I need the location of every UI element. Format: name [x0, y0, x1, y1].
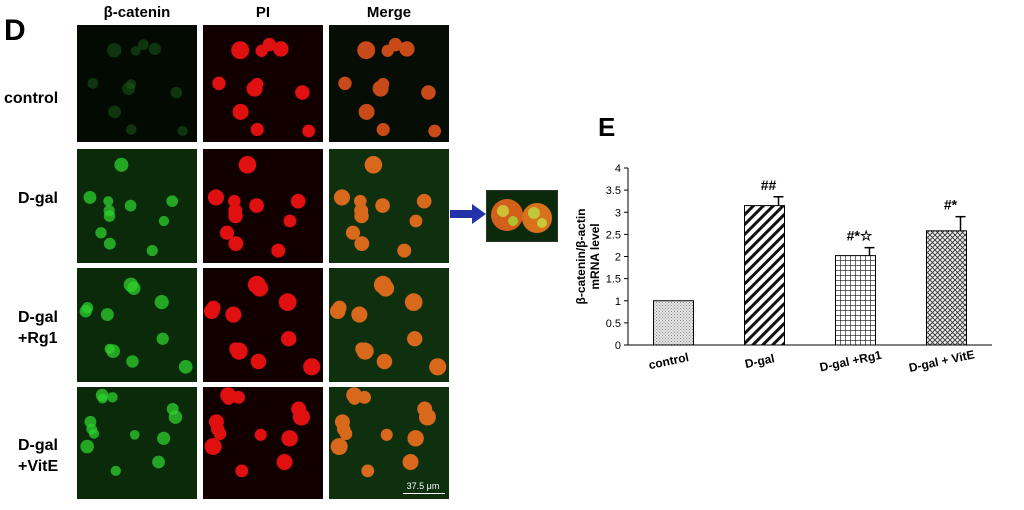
bar-2 [744, 205, 785, 346]
bar-chart: 0 0.5 1 1.5 2 2.5 3 3.5 4 β-catenin/β-actinmRNA l… [574, 163, 992, 375]
panel-e-letter: E [598, 112, 616, 142]
y-tick-label: 3 [615, 207, 621, 219]
x-tick-label: control [647, 350, 690, 372]
row-label-line: +VitE [18, 458, 59, 475]
micrograph-tile [329, 387, 449, 499]
row-label-d-gal-vite: D-gal +VitE [18, 435, 58, 477]
column-header-beta-catenin: β-catenin [103, 4, 171, 21]
row-label-line: D-gal [18, 309, 58, 326]
y-tick-label: 4 [615, 163, 621, 175]
micrograph-tile [77, 25, 197, 142]
row-label-line: +Rg1 [18, 330, 58, 347]
bar-3 [835, 255, 876, 346]
x-tick-label: D-gal + VitE [908, 347, 976, 375]
micrograph-tile [77, 149, 197, 263]
micrograph-tile [77, 268, 197, 382]
micrograph-tile [203, 149, 323, 263]
y-tick-label: 2 [615, 252, 621, 264]
y-tick-label: 1 [615, 296, 621, 308]
row-label-line: D-gal [18, 437, 58, 454]
column-header-merge: Merge [366, 4, 412, 21]
row-label-d-gal: D-gal [18, 188, 58, 209]
scale-bar-line [403, 493, 445, 494]
y-axis-label: β-catenin/β-actinmRNA level [574, 209, 602, 305]
x-tick-label: D-gal [744, 351, 776, 371]
row-label-d-gal-rg1: D-gal +Rg1 [18, 307, 58, 349]
bar-1 [653, 300, 694, 346]
micrograph-tile [77, 387, 197, 499]
y-tick-label: 0.5 [606, 318, 621, 330]
micrograph-tile [203, 25, 323, 142]
row-label-line: control [4, 90, 59, 107]
micrograph-tile [329, 149, 449, 263]
x-tick-label: D-gal +Rg1 [818, 348, 883, 375]
micrograph-tile [203, 387, 323, 499]
row-label-line: D-gal [18, 190, 58, 207]
significance-label: #*☆ [847, 228, 873, 244]
row-label-control: control [4, 88, 58, 109]
y-tick-label: 2.5 [606, 229, 621, 241]
bar-4 [926, 230, 967, 346]
y-tick-label: 3.5 [606, 185, 621, 197]
arrow-right-icon [450, 204, 486, 224]
y-tick-label: 1.5 [606, 274, 621, 286]
scale-bar-label: 37.5 μm [406, 481, 440, 491]
y-tick-label: 0 [615, 340, 621, 352]
micrograph-tile [329, 268, 449, 382]
significance-label: ## [761, 177, 777, 193]
zoom-inset [486, 190, 558, 242]
micrograph-tile [329, 25, 449, 142]
panel-d-letter: D [4, 14, 26, 47]
significance-label: #* [944, 197, 958, 213]
micrograph-tile [203, 268, 323, 382]
column-header-pi: PI [255, 4, 271, 21]
